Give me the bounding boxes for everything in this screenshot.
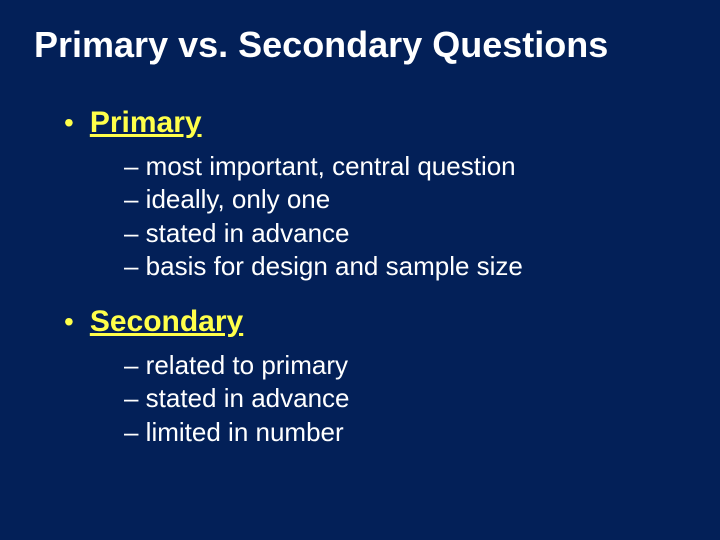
list-item: – related to primary: [124, 349, 692, 382]
slide-title: Primary vs. Secondary Questions: [34, 24, 692, 66]
bullet-dot-icon: •: [64, 308, 74, 336]
section-heading-label: Primary: [90, 106, 202, 140]
list-item: – limited in number: [124, 416, 692, 449]
section-heading-label: Secondary: [90, 305, 243, 339]
list-item: – stated in advance: [124, 382, 692, 415]
list-item: – most important, central question: [124, 150, 692, 183]
list-item: – stated in advance: [124, 217, 692, 250]
section-heading-primary: • Primary: [64, 106, 692, 140]
list-item: – basis for design and sample size: [124, 250, 692, 283]
section-heading-secondary: • Secondary: [64, 305, 692, 339]
list-item: – ideally, only one: [124, 183, 692, 216]
bullet-dot-icon: •: [64, 109, 74, 137]
